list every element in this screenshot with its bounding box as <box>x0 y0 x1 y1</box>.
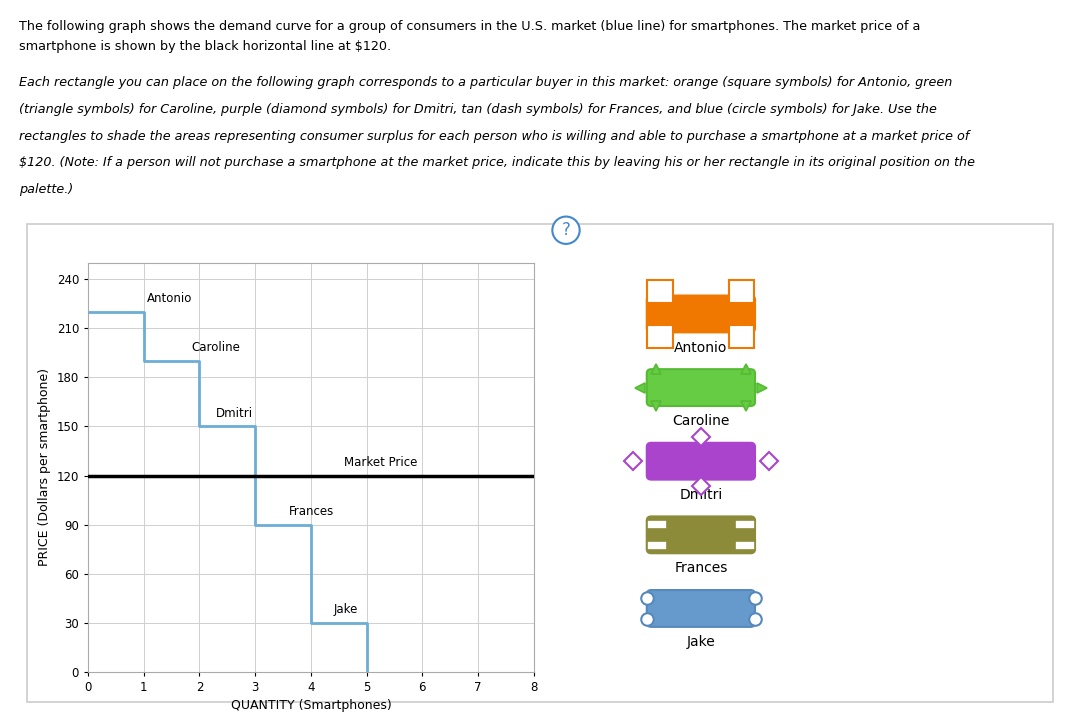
Bar <box>647 541 667 550</box>
Y-axis label: PRICE (Dollars per smartphone): PRICE (Dollars per smartphone) <box>38 369 52 566</box>
Text: Each rectangle you can place on the following graph corresponds to a particular : Each rectangle you can place on the foll… <box>19 76 953 89</box>
Text: Frances: Frances <box>674 561 727 576</box>
Text: Jake: Jake <box>333 603 358 616</box>
Text: $120. (Note: If a person will not purchase a smartphone at the market price, ind: $120. (Note: If a person will not purcha… <box>19 156 975 169</box>
FancyBboxPatch shape <box>647 443 755 479</box>
Text: Antonio: Antonio <box>674 340 727 355</box>
Bar <box>647 520 667 529</box>
Bar <box>735 541 755 550</box>
X-axis label: QUANTITY (Smartphones): QUANTITY (Smartphones) <box>231 699 391 712</box>
Text: Caroline: Caroline <box>672 414 729 428</box>
Text: (triangle symbols) for Caroline, purple (diamond symbols) for Dmitri, tan (dash : (triangle symbols) for Caroline, purple … <box>19 103 938 116</box>
Bar <box>735 520 755 529</box>
Text: rectangles to shade the areas representing consumer surplus for each person who : rectangles to shade the areas representi… <box>19 130 970 143</box>
FancyBboxPatch shape <box>647 369 755 406</box>
Bar <box>729 280 754 303</box>
Text: ?: ? <box>562 222 570 239</box>
Text: Caroline: Caroline <box>191 341 240 354</box>
FancyBboxPatch shape <box>647 590 755 627</box>
FancyBboxPatch shape <box>647 295 755 332</box>
FancyBboxPatch shape <box>647 516 755 553</box>
Text: Market Price: Market Price <box>345 456 418 469</box>
Text: smartphone is shown by the black horizontal line at $120.: smartphone is shown by the black horizon… <box>19 40 391 53</box>
Text: Jake: Jake <box>686 635 715 649</box>
Bar <box>729 325 754 348</box>
Bar <box>648 325 672 348</box>
Text: Antonio: Antonio <box>146 292 192 305</box>
Bar <box>648 280 672 303</box>
Text: Dmitri: Dmitri <box>216 407 253 420</box>
Text: Dmitri: Dmitri <box>679 488 723 502</box>
Text: palette.): palette.) <box>19 183 74 196</box>
Text: The following graph shows the demand curve for a group of consumers in the U.S. : The following graph shows the demand cur… <box>19 20 920 33</box>
Text: Frances: Frances <box>289 505 334 518</box>
